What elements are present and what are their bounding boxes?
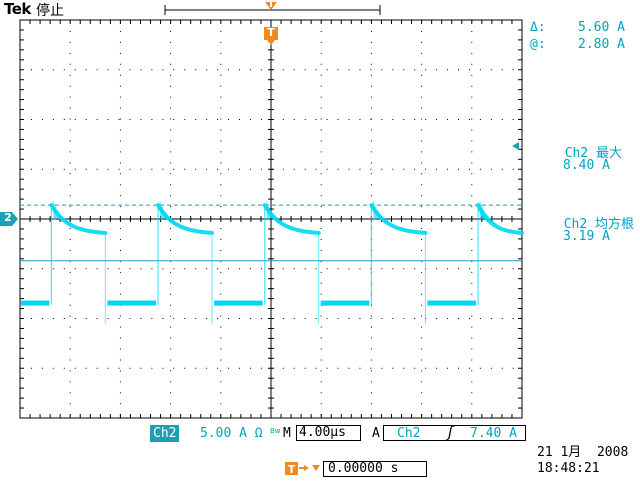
svg-text:T: T xyxy=(288,463,296,476)
trigger-slope-rising-icon: ʃ xyxy=(446,423,456,441)
low-segment xyxy=(107,300,157,306)
pulse-ringing xyxy=(159,201,179,227)
record-position-bracket[interactable] xyxy=(164,5,381,15)
low-segment xyxy=(214,300,263,306)
trigger-letter-top: T xyxy=(267,0,275,10)
measurement-rms-value: 3.19 A xyxy=(563,229,610,244)
pulse-ringing xyxy=(52,201,72,227)
cursor-arrow-icon xyxy=(512,142,519,150)
low-segment xyxy=(427,300,477,306)
graticule xyxy=(19,19,523,419)
low-segment xyxy=(320,300,370,306)
at-value: 2.80 A xyxy=(578,37,625,52)
measurement-max-value: 8.40 A xyxy=(563,158,610,173)
trigger-position-marker-top[interactable] xyxy=(265,2,277,10)
trigger-info-box[interactable] xyxy=(383,425,526,441)
ch2-waveform xyxy=(21,201,524,324)
horizontal-position[interactable]: 0.00000 s xyxy=(323,461,427,477)
pulse-ringing xyxy=(372,201,392,227)
trigger-level: 7.40 A xyxy=(470,426,517,441)
trigger-position-icon: T xyxy=(285,461,325,481)
measurement-rms-title: Ch2 均方根 xyxy=(563,217,634,232)
low-segment xyxy=(21,300,50,306)
delta-label: Δ: xyxy=(530,20,546,35)
pulse-ringing xyxy=(266,201,285,227)
trigger-position-marker[interactable] xyxy=(264,27,278,45)
pulse-ringing xyxy=(479,201,499,227)
ch2-ground-marker[interactable] xyxy=(0,212,18,226)
trigger-letter: T xyxy=(267,26,275,39)
channel-indicator[interactable]: Ch2 xyxy=(150,425,180,442)
date-display: 21 1月 2008 xyxy=(537,445,629,460)
brand-logo: Tek xyxy=(4,0,31,18)
timebase[interactable]: 4.00µs xyxy=(296,425,361,441)
time-display: 18:48:21 xyxy=(537,461,600,476)
measurement-max-title: Ch2 最大 xyxy=(564,146,622,161)
trigger-channel: Ch2 xyxy=(397,426,421,441)
trigger-mode: A xyxy=(372,426,380,441)
vertical-scale[interactable]: 5.00 A Ω xyxy=(200,426,263,441)
cursor-lines xyxy=(20,204,522,262)
bandwidth-limit-mark: Bw xyxy=(270,427,281,435)
channel-marker-label: 2 xyxy=(4,211,12,224)
delta-value: 5.60 A xyxy=(578,20,625,35)
timebase-prefix: M xyxy=(283,426,291,441)
at-label: @: xyxy=(530,37,546,52)
acquisition-status: 停止 xyxy=(36,3,64,19)
